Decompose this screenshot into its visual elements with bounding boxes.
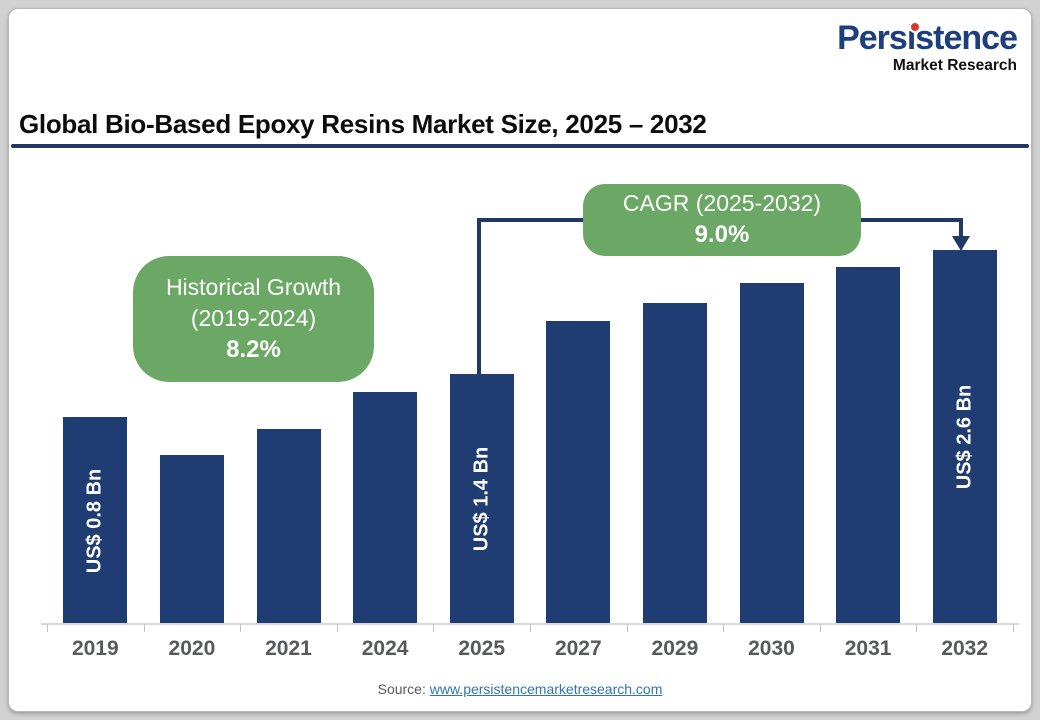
bar-2027 bbox=[546, 321, 611, 624]
bar-2020 bbox=[159, 455, 224, 624]
x-axis-tick bbox=[530, 624, 531, 632]
cagr-value: 9.0% bbox=[694, 221, 750, 249]
x-axis-label-2031: 2031 bbox=[844, 637, 892, 660]
historical-growth-line1: Historical Growth bbox=[165, 273, 342, 300]
x-axis-label-2019: 2019 bbox=[71, 637, 119, 660]
x-axis-tick bbox=[143, 624, 145, 632]
source-label: Source: bbox=[377, 681, 426, 697]
x-axis-tick bbox=[723, 624, 725, 632]
x-axis-label-2021: 2021 bbox=[265, 637, 312, 660]
x-axis-label-2025: 2025 bbox=[458, 637, 506, 660]
historical-growth-callout: Historical Growth (2019-2024) 8.2% bbox=[133, 256, 374, 382]
x-axis-label-2027: 2027 bbox=[554, 637, 602, 660]
x-axis-label-2029: 2029 bbox=[651, 637, 699, 660]
bar-2021 bbox=[256, 429, 321, 624]
logo-wordmark: Persistence bbox=[837, 19, 1018, 57]
x-axis-label-2020: 2020 bbox=[168, 637, 216, 660]
historical-growth-value: 8.2% bbox=[226, 335, 281, 363]
bar-2031 bbox=[836, 267, 901, 624]
x-axis-tick bbox=[336, 624, 338, 632]
x-axis-label-2030: 2030 bbox=[748, 637, 795, 660]
logo-red-dot-icon bbox=[911, 23, 920, 31]
bar-value-label-2025: US$ 1.4 Bn bbox=[470, 446, 493, 552]
x-axis-tick bbox=[240, 624, 242, 632]
bar-2030 bbox=[739, 283, 804, 624]
x-axis-ticks bbox=[47, 624, 1014, 633]
bar-2025: US$ 1.4 Bn bbox=[449, 374, 514, 624]
bar-value-label-2019: US$ 0.8 Bn bbox=[83, 468, 106, 573]
bar-2032: US$ 2.6 Bn bbox=[932, 250, 997, 624]
page-title: Global Bio-Based Epoxy Resins Market Siz… bbox=[19, 109, 707, 139]
historical-growth-line2: (2019-2024) bbox=[190, 304, 317, 331]
source-line: Source: www.persistencemarketresearch.co… bbox=[9, 681, 1031, 697]
cagr-callout: CAGR (2025-2032) 9.0% bbox=[583, 184, 861, 256]
bar-2024 bbox=[353, 392, 418, 624]
bar-value-label-2032: US$ 2.6 Bn bbox=[953, 384, 976, 490]
x-axis-label-2024: 2024 bbox=[361, 637, 409, 660]
x-axis-label-2032: 2032 bbox=[941, 637, 989, 660]
x-axis-tick bbox=[433, 624, 435, 632]
x-axis-tick bbox=[626, 624, 628, 632]
bar-2029 bbox=[642, 303, 707, 624]
source-link[interactable]: www.persistencemarketresearch.com bbox=[429, 681, 663, 697]
persistence-market-research-logo: Persistence Market Research bbox=[837, 19, 1018, 74]
logo-tagline: Market Research bbox=[892, 57, 1017, 74]
title-underline bbox=[11, 144, 1029, 148]
logo-text: Persistence bbox=[837, 19, 1018, 57]
x-axis-tick bbox=[916, 624, 918, 632]
x-axis-tick bbox=[47, 624, 48, 632]
infographic-card: Persistence Market Research Global Bio-B… bbox=[8, 8, 1032, 712]
bar-2019: US$ 0.8 Bn bbox=[63, 417, 128, 624]
x-axis-tick bbox=[1013, 624, 1014, 632]
x-axis-labels: 2019 2020 2021 2024 2025 2027 2029 2030 2031 2032 bbox=[47, 637, 1013, 667]
x-axis-tick bbox=[819, 624, 821, 632]
chart-plot: US$ 0.8 Bn US$ 1.4 Bn US$ 2.6 Bn bbox=[47, 161, 1013, 624]
cagr-line1: CAGR (2025-2032) bbox=[622, 190, 822, 217]
